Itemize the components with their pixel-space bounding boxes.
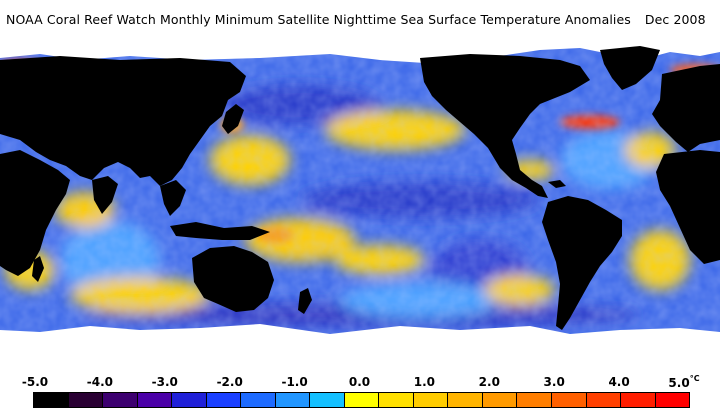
land-india	[92, 176, 118, 214]
land-new-zealand	[298, 288, 312, 314]
colorbar-tick-label: -2.0	[216, 375, 243, 389]
colorbar-tick-label: 1.0	[413, 375, 436, 389]
colorbar-tick-labels: -5.0 -4.0 -3.0 -2.0 -1.0 0.0 1.0 2.0 3.0 4.0 5.0°C	[0, 374, 720, 391]
colorbar-swatch	[413, 393, 449, 407]
unit-label: °C	[689, 374, 700, 383]
sea-ice	[0, 30, 720, 370]
title-date: Dec 2008	[644, 12, 706, 27]
land-europe-asia	[652, 64, 720, 152]
land-asia-west	[0, 56, 246, 186]
colorbar-swatch	[68, 393, 104, 407]
colorbar-swatch	[517, 393, 552, 407]
colorbar-tick-label: 0.0	[348, 375, 371, 389]
colorbar-tick-label: 3.0	[543, 375, 565, 389]
land-greenland	[600, 46, 660, 90]
land-africa	[0, 150, 70, 276]
land-caribbean	[548, 180, 566, 188]
colorbar-tick-label: -1.0	[281, 375, 308, 389]
colorbar-swatch	[621, 393, 656, 407]
land-madagascar	[32, 256, 44, 282]
land-north-america	[420, 54, 590, 198]
colorbar-tick-label: -3.0	[151, 375, 178, 389]
antarctic-ice	[0, 324, 720, 370]
land-masses	[0, 46, 720, 330]
colorbar-swatch	[241, 393, 276, 407]
land-uk	[672, 94, 682, 112]
land-japan	[222, 104, 244, 134]
colorbar-tick-label: 4.0	[608, 375, 630, 389]
colorbar-swatch	[310, 393, 345, 407]
colorbar-swatch	[344, 393, 380, 407]
colorbar-swatch	[655, 393, 690, 407]
land-indonesia	[170, 222, 270, 240]
land-se-asia	[160, 180, 186, 216]
colorbar	[33, 392, 690, 408]
colorbar-tick-label: -4.0	[86, 375, 114, 389]
colorbar-tick-label: 2.0	[478, 375, 500, 389]
colorbar-swatch	[379, 393, 414, 407]
colorbar-swatch	[34, 393, 69, 407]
colorbar-swatch	[103, 393, 138, 407]
land-south-america	[542, 196, 622, 330]
colorbar-swatch	[275, 393, 311, 407]
land-africa-east	[656, 150, 720, 264]
colorbar-swatch	[482, 393, 518, 407]
map-title: NOAA Coral Reef Watch Monthly Minimum Sa…	[6, 12, 706, 27]
colorbar-swatch	[448, 393, 483, 407]
title-text: NOAA Coral Reef Watch Monthly Minimum Sa…	[6, 12, 631, 27]
colorbar-swatch	[551, 393, 587, 407]
colorbar-tick-label: -5.0	[21, 375, 49, 389]
colorbar-swatch	[206, 393, 242, 407]
colorbar-swatch	[137, 393, 173, 407]
colorbar-tick-label: 5.0°C	[668, 374, 700, 390]
land-australia	[192, 246, 274, 312]
arctic-ice	[0, 30, 720, 44]
sst-anomaly-map	[0, 30, 720, 370]
colorbar-swatch	[586, 393, 622, 407]
colorbar-swatch	[172, 393, 207, 407]
